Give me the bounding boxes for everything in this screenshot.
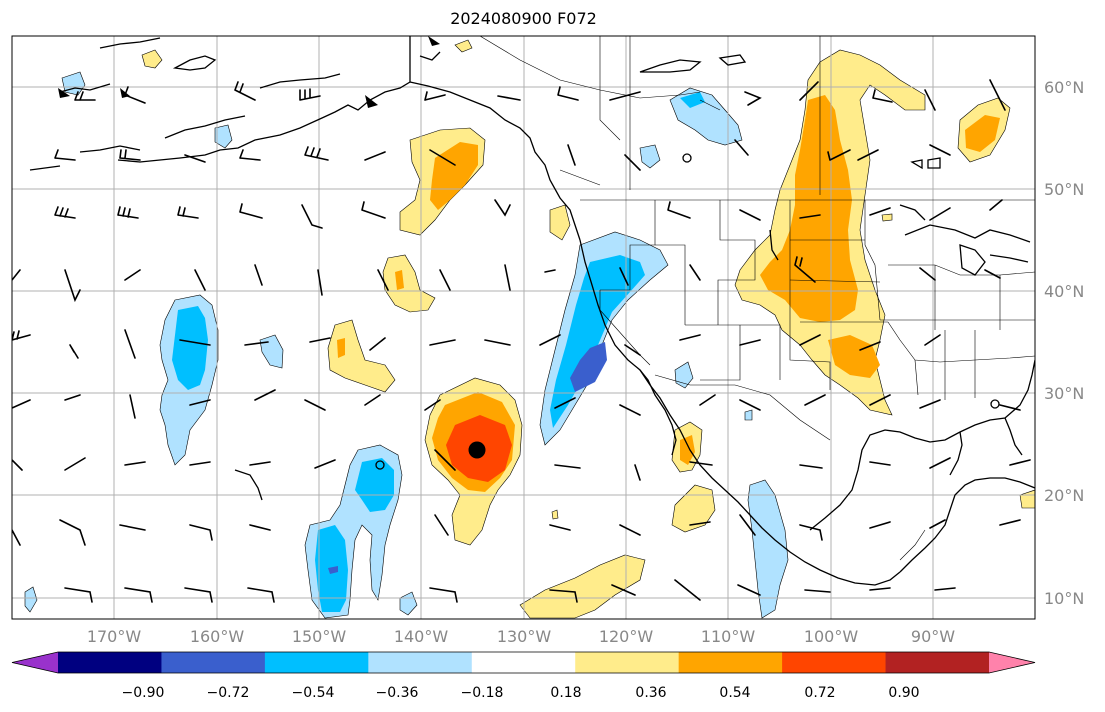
colorbar-tick-label: 0.54 <box>719 685 750 701</box>
colorbar-extend-high <box>989 652 1035 673</box>
colorbar-tick-labels: −0.90 −0.72 −0.54 −0.36 −0.18 0.18 0.36 … <box>122 685 920 701</box>
colorbar-tick-label: −0.36 <box>376 685 419 701</box>
colorbar-segment <box>161 652 266 673</box>
lon-label: 110°W <box>701 627 756 646</box>
colorbar-tick-label: 0.72 <box>804 685 835 701</box>
lon-label: 120°W <box>599 627 654 646</box>
colorbar-tick-label: −0.90 <box>122 685 165 701</box>
lat-label: 20°N <box>1044 486 1084 505</box>
colorbar-tick-label: −0.18 <box>461 685 504 701</box>
colorbar-segment <box>678 652 783 673</box>
lon-label: 150°W <box>292 627 347 646</box>
colorbar-segment <box>264 652 369 673</box>
state-country-borders <box>479 36 1035 561</box>
colorbar-segment <box>368 652 473 673</box>
lat-label: 40°N <box>1044 282 1084 301</box>
lon-label: 90°W <box>911 627 955 646</box>
station-marker <box>990 399 1000 409</box>
lon-label: 100°W <box>804 627 859 646</box>
lon-label: 140°W <box>394 627 449 646</box>
colorbar-tick-label: 0.18 <box>550 685 581 701</box>
lat-label: 50°N <box>1044 180 1084 199</box>
wind-barbs <box>12 79 1031 603</box>
colorbar-segment <box>58 652 162 673</box>
colorbar-segment <box>471 652 576 673</box>
wind-barb-pennants <box>58 36 440 108</box>
colorbar-segment <box>782 652 887 673</box>
coastlines <box>29 36 1035 586</box>
colorbar-segment <box>575 652 680 673</box>
map-title: 2024080900 F072 <box>450 9 597 28</box>
colorbar-extend-low <box>12 652 58 673</box>
tropical-cyclone-marker <box>468 441 486 459</box>
lat-label: 10°N <box>1044 589 1084 608</box>
lon-label: 130°W <box>497 627 552 646</box>
colorbar-tick-label: 0.90 <box>888 685 919 701</box>
colorbar-tick-label: −0.72 <box>207 685 250 701</box>
colorbar-tick-label: −0.54 <box>292 685 335 701</box>
colorbar-outline <box>11 651 1036 674</box>
colorbar <box>11 651 1036 674</box>
lat-label: 60°N <box>1044 78 1084 97</box>
lon-label: 160°W <box>190 627 245 646</box>
negative-anomaly-shading <box>24 71 789 619</box>
map-frame <box>11 35 1036 620</box>
longitude-labels: 170°W 160°W 150°W 140°W 130°W 120°W 110°… <box>87 627 955 646</box>
station-marker <box>682 153 692 163</box>
lon-label: 170°W <box>87 627 142 646</box>
colorbar-segment <box>885 652 990 673</box>
colorbar-tick-label: 0.36 <box>635 685 666 701</box>
map-gridlines <box>12 36 1035 619</box>
lat-label: 30°N <box>1044 384 1084 403</box>
latitude-labels: 60°N 50°N 40°N 30°N 20°N 10°N <box>1044 78 1084 608</box>
station-marker <box>375 460 385 470</box>
